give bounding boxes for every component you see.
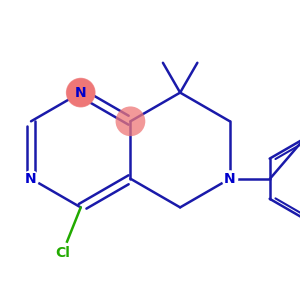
Text: Cl: Cl [55,246,70,260]
Text: N: N [224,172,236,186]
Circle shape [221,170,238,187]
Circle shape [52,242,73,263]
Circle shape [66,78,96,107]
Text: N: N [25,172,37,186]
Circle shape [116,106,145,136]
Circle shape [22,170,40,187]
Text: N: N [75,85,86,100]
Circle shape [67,78,95,107]
